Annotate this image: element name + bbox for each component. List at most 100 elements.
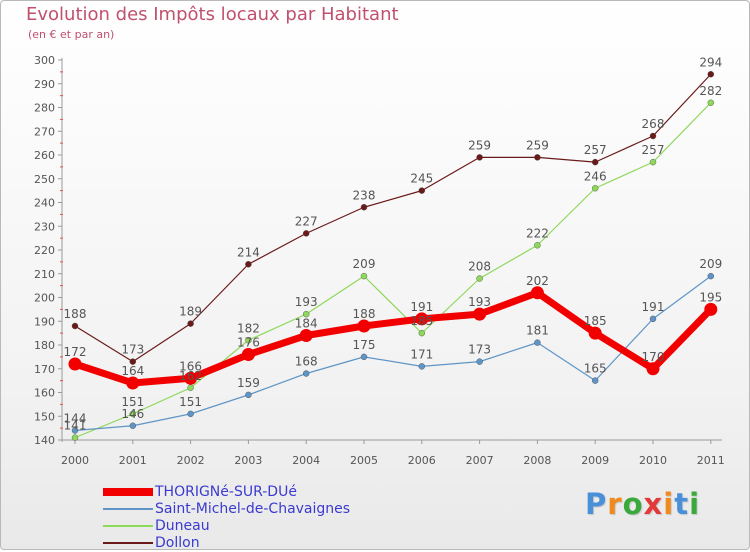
data-point (184, 371, 198, 385)
legend-swatch (103, 488, 153, 496)
data-point (534, 339, 541, 346)
data-point (592, 158, 599, 166)
data-point (187, 384, 194, 391)
data-label: 146 (121, 407, 144, 421)
data-point (649, 158, 657, 166)
logo-letter: o (622, 487, 644, 521)
logo-letter: x (643, 487, 664, 521)
legend-swatch (103, 525, 153, 527)
data-point (360, 353, 368, 361)
data-label: 144 (64, 412, 87, 426)
data-point (530, 286, 544, 300)
data-point (303, 310, 310, 318)
data-label: 181 (526, 324, 549, 338)
y-tick-label: 170 (34, 363, 55, 376)
data-point (476, 358, 483, 365)
data-label: 141 (64, 419, 87, 433)
x-tick-label: 2007 (466, 454, 494, 467)
data-point (71, 322, 79, 330)
data-point (418, 187, 425, 194)
y-tick-label: 200 (34, 292, 55, 305)
data-point (303, 230, 310, 237)
legend-item: Saint-Michel-de-Chavaignes (103, 501, 423, 518)
data-point (360, 272, 368, 280)
data-label: 238 (353, 188, 376, 202)
data-label: 185 (584, 314, 607, 328)
data-label: 193 (295, 295, 318, 309)
data-point (245, 337, 252, 344)
legend-label: Dollon (155, 535, 200, 551)
series-line-thorign-sur-du- (71, 289, 715, 387)
data-point (649, 132, 657, 140)
data-label: 222 (526, 226, 549, 240)
legend-item: Duneau (103, 518, 423, 535)
data-label: 159 (237, 376, 260, 390)
y-tick-label: 140 (34, 434, 55, 447)
data-label: 166 (179, 359, 202, 373)
data-label: 168 (295, 355, 318, 369)
data-point (187, 320, 194, 327)
data-point (71, 434, 79, 441)
proxiti-logo: Proxiti (585, 487, 700, 521)
data-point (707, 272, 714, 280)
x-tick-label: 2003 (234, 454, 262, 467)
x-tick-label: 2001 (119, 454, 147, 467)
data-label: 246 (584, 169, 607, 183)
data-point (245, 391, 252, 399)
data-label: 193 (468, 295, 491, 309)
y-tick-label: 260 (34, 149, 55, 162)
legend-label: THORIGNé-SUR-DUé (155, 484, 297, 500)
legend-swatch (103, 542, 153, 544)
data-label: 176 (237, 336, 260, 350)
y-tick-label: 290 (34, 78, 55, 91)
y-tick-label: 180 (34, 339, 55, 352)
data-label: 162 (179, 369, 202, 383)
data-label: 188 (64, 307, 87, 321)
legend-item: THORIGNé-SUR-DUé (103, 484, 423, 501)
data-label: 209 (699, 257, 722, 271)
data-label: 191 (410, 300, 433, 314)
y-tick-label: 210 (34, 268, 55, 281)
data-label: 171 (410, 347, 433, 361)
data-point (129, 358, 137, 365)
legend-label: Duneau (155, 518, 210, 534)
x-tick-label: 2000 (61, 454, 89, 467)
logo-letter: t (674, 487, 690, 521)
data-label: 165 (584, 362, 607, 376)
data-point (646, 362, 660, 376)
data-point (357, 319, 371, 333)
logo-letter: i (663, 487, 675, 521)
data-point (534, 242, 541, 249)
data-label: 151 (121, 395, 144, 409)
x-tick-label: 2005 (350, 454, 378, 467)
data-label: 257 (584, 143, 607, 157)
data-label: 184 (295, 317, 318, 331)
data-label: 151 (179, 395, 202, 409)
data-label: 294 (699, 55, 722, 69)
data-point (476, 275, 483, 282)
data-label: 209 (353, 257, 376, 271)
data-label: 191 (642, 300, 665, 314)
data-point (534, 154, 541, 161)
data-label: 182 (237, 321, 260, 335)
data-point (303, 370, 310, 377)
y-tick-label: 250 (34, 173, 55, 186)
data-label: 195 (699, 290, 722, 304)
x-tick-label: 2011 (697, 454, 725, 467)
data-point (129, 410, 137, 418)
data-label: 185 (410, 314, 433, 328)
x-tick-label: 2009 (581, 454, 609, 467)
data-point (68, 357, 82, 371)
series-line-duneau (74, 102, 712, 439)
data-label: 245 (410, 172, 433, 186)
data-point (418, 363, 425, 370)
data-label: 282 (699, 84, 722, 98)
series-line-dollon (74, 73, 712, 363)
y-tick-label: 150 (34, 410, 55, 423)
legend-swatch (103, 508, 153, 510)
chart-title: Evolution des Impôts locaux par Habitant (26, 4, 399, 25)
y-tick-label: 280 (34, 102, 55, 115)
data-point (126, 376, 140, 390)
data-label: 173 (121, 343, 144, 357)
